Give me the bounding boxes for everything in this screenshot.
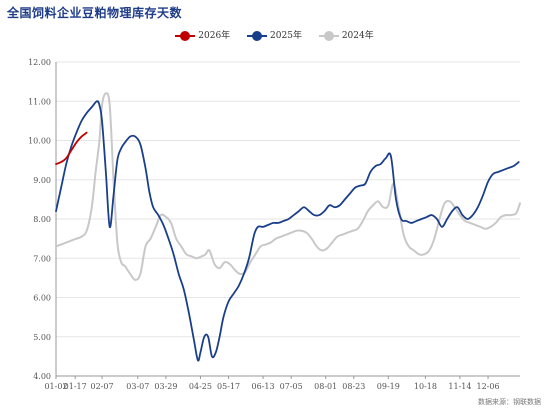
x-tick-label: 06-13 xyxy=(252,382,275,391)
x-tick-label: 09-19 xyxy=(377,382,400,391)
x-tick-label: 11-14 xyxy=(448,382,471,391)
y-tick-label: 8.00 xyxy=(33,215,51,224)
y-tick-label: 11.00 xyxy=(28,97,51,106)
x-tick-label: 12-06 xyxy=(477,382,500,391)
x-tick-label: 07-05 xyxy=(280,382,303,391)
y-tick-label: 5.00 xyxy=(33,333,51,342)
x-tick-label: 08-01 xyxy=(314,382,337,391)
y-tick-label: 10.00 xyxy=(28,137,51,146)
y-tick-label: 12.00 xyxy=(28,58,51,67)
x-tick-label: 08-23 xyxy=(342,382,365,391)
legend-item-2024[interactable]: 2024年 xyxy=(318,28,374,41)
y-tick-label: 6.00 xyxy=(33,294,51,303)
y-tick-label: 9.00 xyxy=(33,176,51,185)
x-tick-label: 03-29 xyxy=(154,382,177,391)
y-tick-label: 4.00 xyxy=(33,372,51,381)
x-tick-label: 05-17 xyxy=(217,382,240,391)
legend-item-2026[interactable]: 2026年 xyxy=(175,28,230,41)
legend-swatch-2025 xyxy=(247,30,268,41)
legend-swatch-2024 xyxy=(318,30,339,41)
chart-legend: 2026年 2025年 2024年 xyxy=(0,28,549,41)
legend-item-2025[interactable]: 2025年 xyxy=(247,28,302,41)
chart-title: 全国饲料企业豆粕物理库存天数 xyxy=(7,6,183,20)
x-tick-label: 10-18 xyxy=(414,382,437,391)
x-tick-label: 01-02 xyxy=(44,382,67,391)
legend-label-2024: 2024年 xyxy=(341,31,374,41)
axes: 4.00 5.00 6.00 7.00 8.00 9.00 10.00 11.00 12.00 0… xyxy=(28,58,520,391)
legend-label-2025: 2025年 xyxy=(270,31,302,41)
x-tick-label: 03-07 xyxy=(126,382,149,391)
x-tick-label: 04-25 xyxy=(189,382,212,391)
legend-swatch-2026 xyxy=(175,30,196,41)
series-2026-line xyxy=(55,131,88,165)
series-lines xyxy=(55,92,521,362)
series-2025-line xyxy=(55,100,520,362)
gridlines xyxy=(56,61,520,338)
y-tick-label: 7.00 xyxy=(33,254,51,263)
series-2024-line xyxy=(55,92,521,281)
x-tick-label: 01-17 xyxy=(64,382,87,391)
legend-label-2026: 2026年 xyxy=(198,31,231,41)
source-note: 数据来源：钢联数据 xyxy=(478,398,541,406)
x-tick-label: 02-07 xyxy=(90,382,113,391)
